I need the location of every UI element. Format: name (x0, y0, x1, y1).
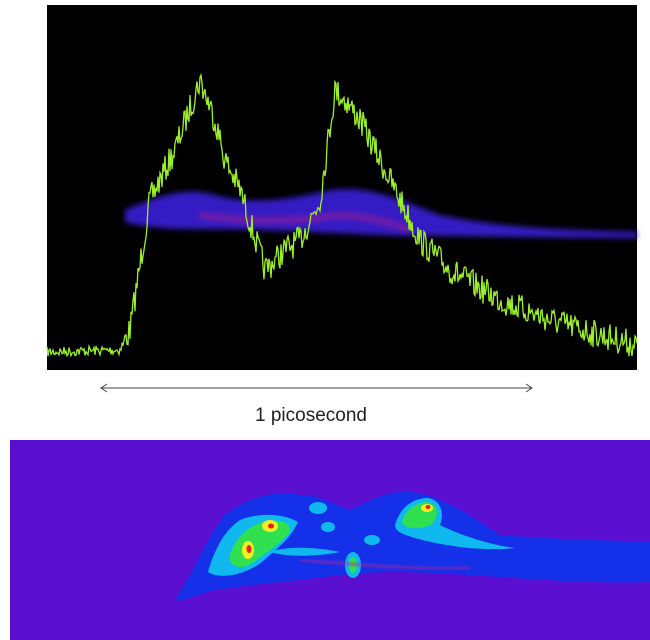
scale-label: 1 picosecond (255, 405, 367, 426)
scale-bar (100, 383, 533, 393)
contour-blue (175, 491, 650, 601)
contour-yellow (242, 504, 433, 559)
arrow-right (525, 383, 533, 393)
contour-red (246, 505, 431, 553)
arrow-left (100, 383, 108, 393)
scope-background (47, 5, 637, 370)
spectrogram-panel (10, 440, 650, 640)
oscilloscope-panel (46, 5, 638, 370)
contour-magenta (299, 558, 471, 570)
green-trace (46, 73, 638, 358)
